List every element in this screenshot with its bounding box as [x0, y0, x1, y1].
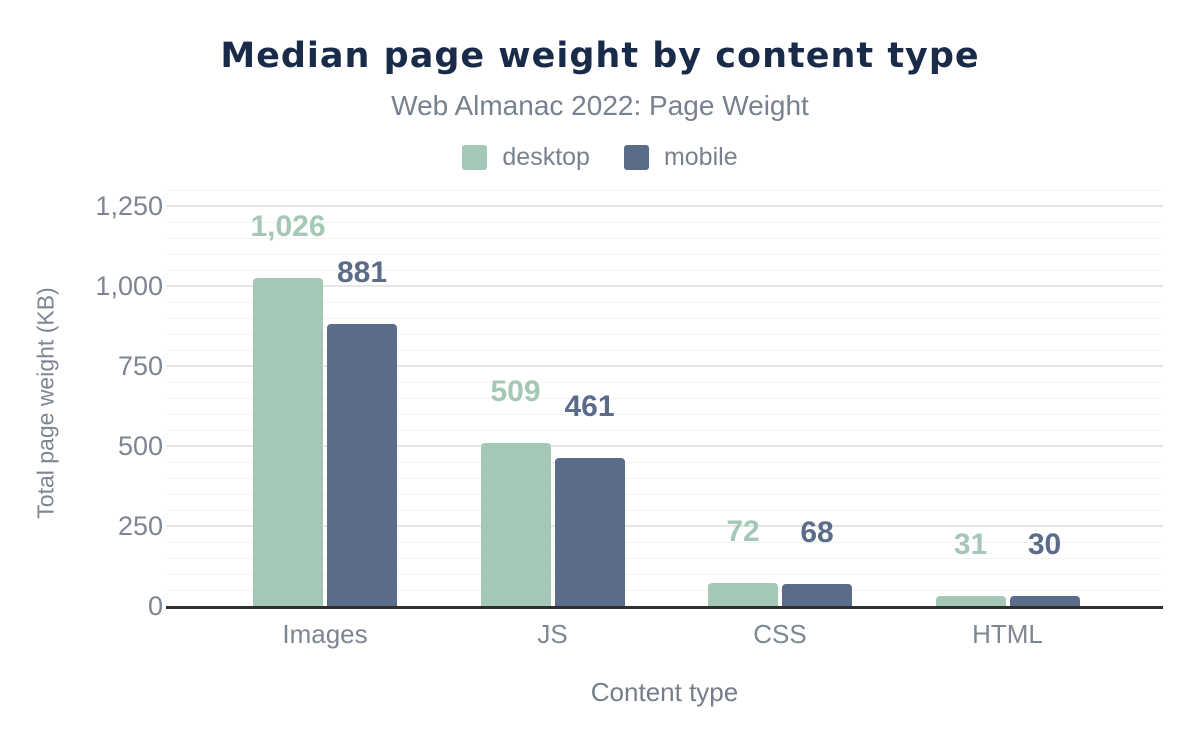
bar-mobile-css [782, 584, 852, 606]
gridline-major [166, 445, 1163, 447]
gridline-minor [166, 318, 1163, 319]
legend-swatch-mobile [623, 144, 649, 170]
y-axis-title: Total page weight (KB) [32, 287, 59, 519]
legend-label-mobile: mobile [663, 142, 738, 171]
gridline-minor [166, 254, 1163, 255]
y-tick-label: 0 [147, 591, 163, 621]
bar-desktop-js [480, 443, 551, 606]
gridline-major [166, 205, 1163, 207]
bar-mobile-images [327, 324, 397, 606]
gridline-minor [166, 494, 1163, 495]
legend-label-desktop: desktop [502, 142, 590, 171]
value-label-mobile-images: 881 [336, 256, 388, 289]
bar-desktop-images [253, 278, 323, 606]
gridline-minor [166, 190, 1163, 191]
gridline-major [166, 525, 1163, 527]
legend-swatch-desktop [462, 144, 488, 170]
category-label-html: HTML [972, 619, 1043, 649]
legend: desktop mobile [0, 143, 1200, 171]
gridline-minor [166, 430, 1163, 431]
gridline-minor [166, 350, 1163, 351]
y-tick-label: 500 [117, 431, 163, 461]
gridline-minor [166, 222, 1163, 223]
category-label-js: JS [537, 619, 568, 649]
x-axis-title: Content type [590, 677, 739, 707]
chart-title: Median page weight by content type [220, 36, 980, 76]
gridline-minor [166, 590, 1163, 591]
legend-item-mobile: mobile [623, 142, 738, 172]
bar-desktop-css [708, 583, 778, 606]
gridline-minor [166, 334, 1163, 335]
x-axis-line [166, 606, 1163, 609]
gridline-minor [166, 510, 1163, 511]
value-label-desktop-html: 31 [953, 528, 988, 561]
chart-subtitle: Web Almanac 2022: Page Weight [391, 90, 809, 121]
gridline-minor [166, 478, 1163, 479]
category-label-images: Images [282, 619, 368, 649]
category-label-css: CSS [753, 619, 807, 649]
gridline-minor [166, 398, 1163, 399]
value-label-desktop-images: 1,026 [250, 210, 326, 243]
y-tick-label: 1,250 [95, 191, 163, 221]
value-label-desktop-js: 509 [490, 375, 541, 408]
bar-mobile-html [1009, 596, 1080, 606]
value-label-desktop-css: 72 [726, 515, 760, 548]
y-tick-label: 1,000 [95, 271, 163, 301]
gridline-minor [166, 542, 1163, 543]
gridline-minor [166, 558, 1163, 559]
gridline-major [166, 285, 1163, 287]
gridline-minor [166, 382, 1163, 383]
y-tick-label: 250 [117, 511, 163, 541]
value-label-mobile-css: 68 [800, 516, 834, 549]
gridline-major [166, 365, 1163, 367]
gridline-minor [166, 270, 1163, 271]
value-label-mobile-js: 461 [564, 390, 615, 423]
y-tick-label: 750 [117, 351, 163, 381]
bar-desktop-html [935, 596, 1006, 606]
gridline-minor [166, 574, 1163, 575]
bar-mobile-js [554, 458, 625, 606]
gridline-minor [166, 462, 1163, 463]
value-label-mobile-html: 30 [1027, 528, 1062, 561]
gridline-minor [166, 302, 1163, 303]
legend-item-desktop: desktop [462, 143, 590, 172]
gridline-minor [166, 414, 1163, 415]
gridline-minor [166, 238, 1163, 239]
